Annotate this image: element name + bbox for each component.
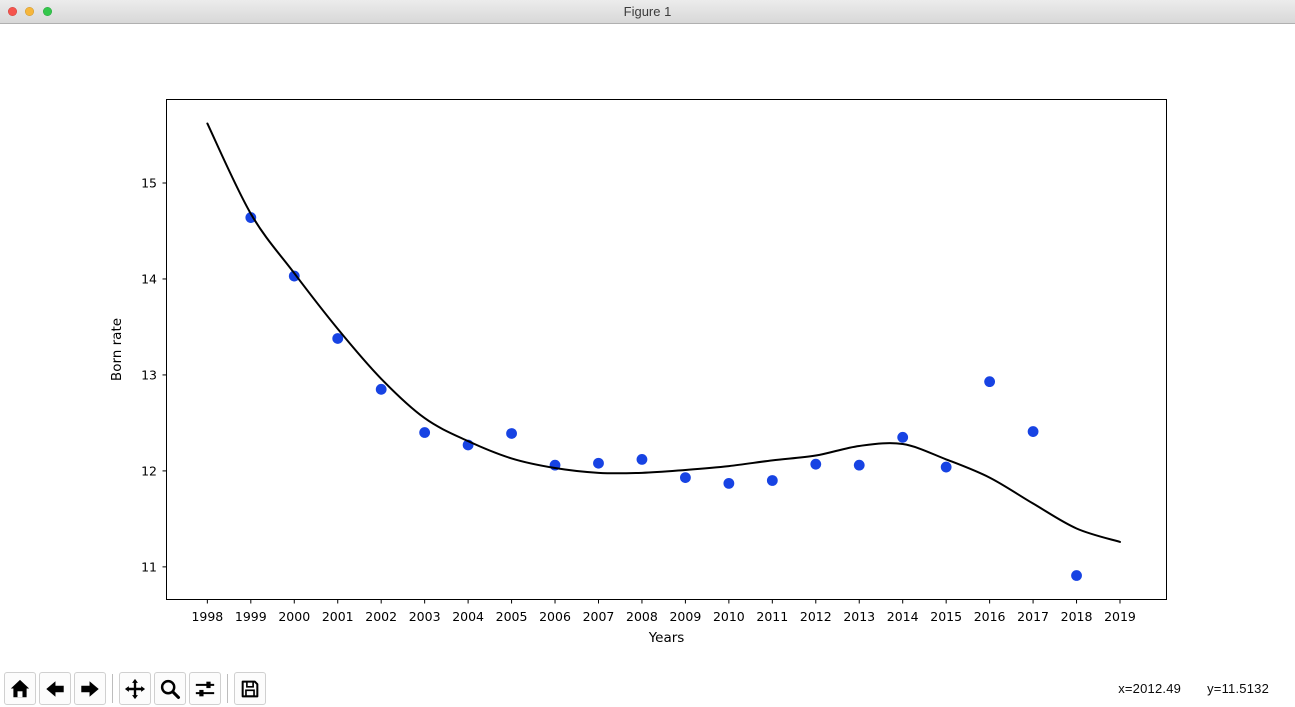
cursor-y-readout: y=11.5132 — [1207, 681, 1269, 696]
x-axis-label: Years — [648, 630, 685, 646]
x-tick-label: 2010 — [713, 609, 745, 624]
y-tick-label: 11 — [141, 559, 157, 574]
x-tick-label: 1998 — [191, 609, 223, 624]
zoom-button[interactable] — [43, 7, 52, 16]
x-tick-label: 2008 — [626, 609, 658, 624]
window-title: Figure 1 — [623, 4, 672, 19]
scatter-point — [766, 475, 778, 486]
scatter-point — [419, 427, 431, 438]
back-arrow-icon — [46, 680, 64, 697]
x-tick-label: 2005 — [496, 609, 528, 624]
toolbar-separator — [112, 674, 113, 703]
y-axis-label: Born rate — [109, 318, 125, 381]
forward-arrow-icon — [81, 680, 99, 697]
titlebar[interactable]: Figure 1 — [0, 0, 1295, 24]
x-tick-label: 2012 — [800, 609, 832, 624]
save-floppy-icon — [241, 680, 259, 697]
x-tick-label: 2000 — [278, 609, 310, 624]
scatter-point — [288, 270, 300, 282]
scatter-point — [1027, 426, 1039, 437]
x-tick-label: 2009 — [669, 609, 701, 624]
scatter-point — [375, 383, 387, 395]
zoom-to-rect-button[interactable] — [154, 672, 186, 705]
axes-frame — [166, 99, 1167, 600]
y-tick-label: 15 — [141, 175, 157, 190]
forward-button[interactable] — [74, 672, 106, 705]
scatter-point — [897, 431, 909, 443]
scatter-point — [853, 459, 865, 471]
minimize-button[interactable] — [25, 7, 34, 16]
scatter-point — [984, 376, 996, 388]
x-tick-label: 2014 — [887, 609, 919, 624]
polynomial-fit-curve — [206, 122, 1121, 543]
y-tick-label: 14 — [141, 271, 157, 286]
scatter-point — [1071, 570, 1082, 581]
scatter-point — [506, 428, 517, 439]
x-tick-label: 2006 — [539, 609, 571, 624]
home-button[interactable] — [4, 672, 36, 705]
scatter-point — [332, 333, 344, 344]
pan-move-icon — [124, 678, 146, 699]
close-button[interactable] — [8, 7, 17, 16]
toolbar-separator — [227, 674, 228, 703]
scatter-point — [245, 212, 257, 223]
configure-subplots-button[interactable] — [189, 672, 221, 705]
x-tick-label: 2004 — [452, 609, 484, 624]
x-tick-label: 2013 — [843, 609, 875, 624]
x-tick-label: 2011 — [756, 609, 788, 624]
save-button[interactable] — [234, 672, 266, 705]
x-tick-label: 2018 — [1061, 609, 1093, 624]
cursor-coordinates: x=2012.49 y=11.5132 — [1118, 681, 1269, 696]
scatter-point — [680, 472, 691, 484]
y-tick-label: 13 — [141, 367, 157, 382]
scatter-point — [810, 458, 822, 470]
x-tick-label: 1999 — [235, 609, 267, 624]
scatter-point — [636, 453, 648, 465]
home-icon — [10, 679, 30, 697]
x-tick-label: 2019 — [1104, 609, 1136, 624]
x-tick-label: 2015 — [930, 609, 962, 624]
scatter-point — [593, 457, 604, 469]
scatter-point — [940, 461, 952, 473]
x-tick-label: 2007 — [583, 609, 615, 624]
pan-button[interactable] — [119, 672, 151, 705]
x-tick-label: 2001 — [322, 609, 354, 624]
x-tick-label: 2017 — [1017, 609, 1049, 624]
sliders-icon — [195, 681, 215, 696]
navigation-toolbar: x=2012.49 y=11.5132 — [4, 672, 1269, 705]
magnifier-icon — [160, 679, 180, 699]
cursor-x-readout: x=2012.49 — [1118, 681, 1182, 696]
x-tick-label: 2016 — [974, 609, 1006, 624]
x-tick-label: 2002 — [365, 609, 397, 624]
back-button[interactable] — [39, 672, 71, 705]
x-tick-label: 2003 — [409, 609, 441, 624]
y-tick-label: 12 — [141, 463, 157, 478]
scatter-point — [723, 477, 735, 489]
